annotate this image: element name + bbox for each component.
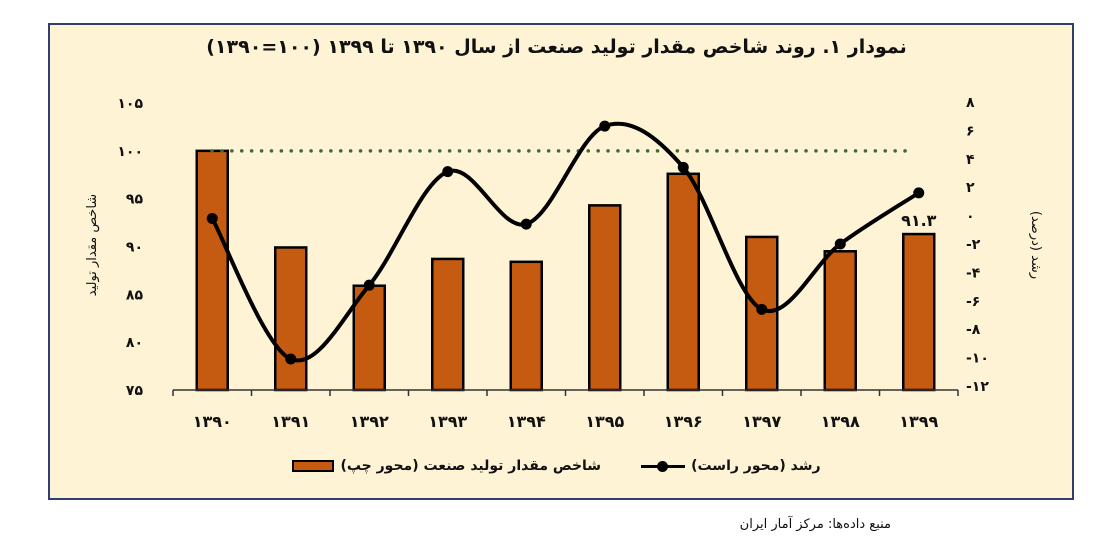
right-tick-label: -۶ <box>966 294 980 310</box>
legend-bars-label: شاخص مقدار تولید صنعت (محور چپ) <box>340 458 602 474</box>
left-tick-label: ۹۰ <box>126 240 143 256</box>
right-tick-label: ۲ <box>966 180 975 196</box>
bar <box>823 250 857 392</box>
right-tick-label: ۴ <box>966 152 975 168</box>
line-marker <box>756 303 768 315</box>
line-marker <box>442 166 454 178</box>
bar <box>274 246 308 392</box>
left-tick-label: ۷۵ <box>126 383 144 399</box>
bar <box>195 149 229 392</box>
x-tick-label: ۱۳۹۸ <box>821 412 860 431</box>
x-tick-label: ۱۳۹۲ <box>350 412 389 431</box>
right-axis-ticks: ۸ ۶ ۴ ۲ ۰ -۲ -۴ -۶ -۸ -۱۰ -۱۲ <box>966 95 989 395</box>
right-tick-label: ۸ <box>966 95 975 111</box>
x-tick-label: ۱۳۹۴ <box>507 412 546 431</box>
x-axis: ۱۳۹۰ ۱۳۹۱ ۱۳۹۲ ۱۳۹۳ ۱۳۹۴ ۱۳۹۵ ۱۳۹۶ ۱۳۹۷ ۱۳۹۸ ۱۳۹۹ <box>172 389 959 431</box>
x-tick-label: ۱۳۹۳ <box>428 412 467 431</box>
chart-title: نمودار ۱. روند شاخص مقدار تولید صنعت از … <box>206 36 907 58</box>
right-tick-label: ۰ <box>966 209 975 225</box>
left-tick-label: ۱۰۵ <box>117 96 143 112</box>
line-marker <box>520 218 532 230</box>
right-tick-label: -۲ <box>966 237 981 253</box>
left-tick-label: ۸۵ <box>126 287 144 303</box>
left-tick-label: ۹۵ <box>126 192 144 208</box>
bar-series <box>195 149 936 392</box>
line-marker <box>285 353 297 365</box>
bar <box>509 260 543 392</box>
x-tick-label: ۱۳۹۵ <box>585 412 624 431</box>
line-marker <box>206 212 218 224</box>
bar <box>666 172 700 392</box>
line-marker <box>599 120 611 132</box>
right-tick-label: -۱۰ <box>966 351 989 367</box>
right-tick-label: -۸ <box>966 322 981 338</box>
right-axis-title: رشد (درصد) <box>1028 211 1043 279</box>
x-tick-label: ۱۳۹۷ <box>742 412 781 431</box>
x-tick-label: ۱۳۹۱ <box>271 412 310 431</box>
line-marker <box>677 161 689 173</box>
x-tick-label: ۱۳۹۹ <box>899 412 938 431</box>
bar <box>588 204 622 392</box>
chart-legend: رشد (محور راست) شاخص مقدار تولید صنعت (م… <box>0 458 1113 474</box>
right-tick-label: -۴ <box>966 265 981 281</box>
line-marker <box>913 187 925 199</box>
data-label-1399: ۹۱.۳ <box>901 211 937 230</box>
line-marker <box>363 279 375 291</box>
right-tick-label: -۱۲ <box>966 379 989 395</box>
left-tick-label: ۸۰ <box>126 335 143 351</box>
bar <box>431 257 465 392</box>
left-axis-ticks: ۱۰۵ ۱۰۰ ۹۵ ۹۰ ۸۵ ۸۰ ۷۵ <box>117 96 143 399</box>
line-marker-icon <box>641 460 686 472</box>
x-tick-label: ۱۳۹۶ <box>664 412 703 431</box>
x-tick-label: ۱۳۹۰ <box>193 412 232 431</box>
right-tick-label: ۶ <box>966 123 975 139</box>
bar-swatch-icon <box>292 460 335 472</box>
legend-line-label: رشد (محور راست) <box>691 458 821 474</box>
left-tick-label: ۱۰۰ <box>117 144 143 160</box>
line-marker <box>834 238 846 250</box>
source-note: منبع داده‌ها: مرکز آمار ایران <box>739 517 891 532</box>
left-axis-title: شاخص مقدار تولید <box>85 194 100 296</box>
legend-item-bars: شاخص مقدار تولید صنعت (محور چپ) <box>292 458 601 474</box>
growth-line-series <box>210 121 920 363</box>
growth-line-markers <box>206 120 925 365</box>
bar <box>902 232 936 392</box>
legend-item-line: رشد (محور راست) <box>641 458 821 474</box>
